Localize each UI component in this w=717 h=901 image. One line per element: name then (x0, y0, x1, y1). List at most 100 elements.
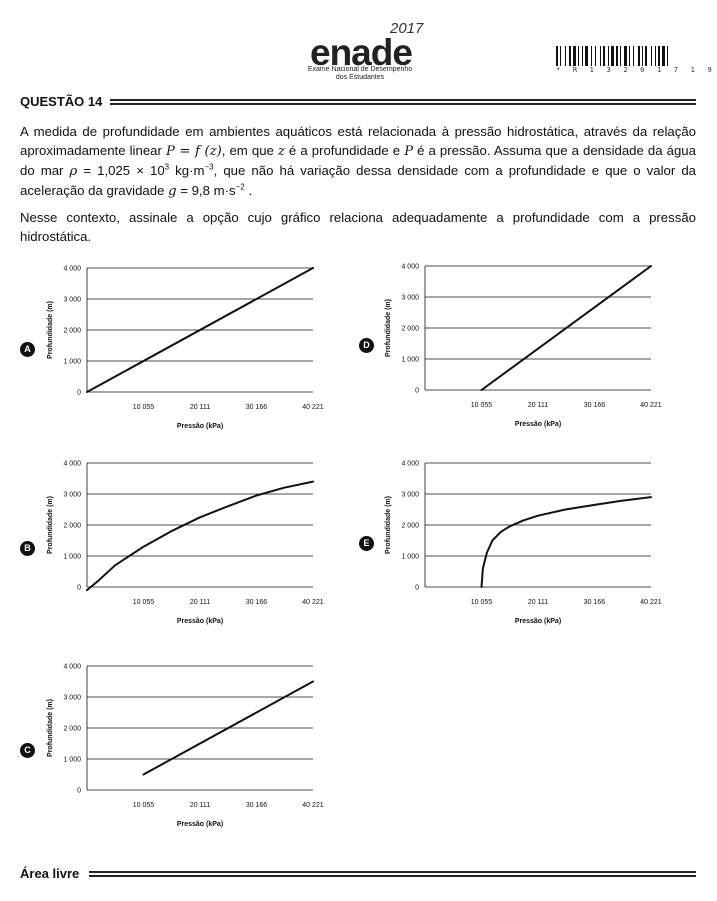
barcode-bar (629, 46, 630, 66)
y-tick-label: 3 000 (401, 295, 419, 302)
x-tick-label: 20 111 (190, 802, 210, 809)
option-badge-c[interactable]: C (20, 743, 35, 758)
chart-option-a: 0 1 000 2 000 3 000 4 000 10 055 20 111 30 166 4… (47, 266, 324, 431)
y-axis-label: Profundidade (m) (47, 699, 54, 757)
barcode-bar (608, 46, 609, 66)
series-line-e (480, 496, 652, 588)
option-badge-d[interactable]: D (359, 338, 374, 353)
heading-rule (110, 98, 696, 105)
y-tick-label: 2 000 (401, 326, 419, 333)
x-tick-label: 10 055 (471, 599, 493, 606)
barcode-icon (556, 46, 668, 66)
y-tick-label: 4 000 (63, 461, 81, 468)
x-tick-label: 20 111 (190, 404, 210, 411)
y-tick-label: 4 000 (63, 664, 81, 671)
stem-text: = 9,8 m·s (176, 183, 236, 198)
x-axis-label: Pressão (kPa) (177, 618, 223, 625)
superscript: −2 (235, 182, 245, 192)
x-tick-label: 20 111 (528, 402, 548, 409)
barcode-bar (651, 46, 652, 66)
x-tick-label: 40 221 (640, 402, 662, 409)
y-tick-label: 3 000 (63, 695, 81, 702)
y-tick-label: 3 000 (63, 297, 81, 304)
logo-subtitle: Exame Nacional de Desempenho dos Estudan… (290, 66, 430, 82)
math-symbol: ρ (69, 164, 78, 179)
barcode-bar (565, 46, 566, 66)
x-tick-label: 10 055 (471, 402, 493, 409)
barcode-bar (642, 46, 643, 66)
x-axis-label: Pressão (kPa) (515, 421, 561, 428)
stem-text: kg·m (169, 163, 205, 178)
y-axis-label: Profundidade (m) (385, 496, 392, 554)
series-line-a (86, 267, 314, 393)
option-badge-e[interactable]: E (359, 536, 374, 551)
area-livre-title: Área livre (20, 865, 80, 881)
x-tick-label: 30 166 (246, 802, 268, 809)
enade-logo: enade 2017 Exame Nacional de Desempenho … (290, 16, 430, 82)
question-title: QUESTÃO 14 (20, 93, 103, 109)
x-tick-label: 30 166 (246, 404, 268, 411)
barcode-bar (556, 46, 558, 66)
logo-year: 2017 (390, 20, 424, 37)
barcode-bar (616, 46, 618, 66)
x-tick-label: 40 221 (640, 599, 662, 606)
stem-text: é a pressão. Assuma que a densidade da á… (20, 143, 696, 178)
y-tick-label: 1 000 (63, 554, 81, 561)
y-tick-label: 0 (415, 585, 419, 592)
math-symbol: P (404, 144, 414, 159)
stem-text: , em que (221, 143, 278, 158)
y-tick-label: 0 (415, 388, 419, 395)
y-tick-label: 1 000 (401, 554, 419, 561)
question-heading: QUESTÃO 14 (20, 92, 696, 110)
y-tick-label: 2 000 (401, 523, 419, 530)
barcode-bar (560, 46, 561, 66)
x-tick-label: 20 111 (528, 599, 548, 606)
x-tick-label: 30 166 (584, 599, 606, 606)
x-tick-label: 10 055 (133, 802, 155, 809)
x-axis-label: Pressão (kPa) (177, 423, 223, 430)
barcode-bar (585, 46, 588, 66)
barcode-bar (569, 46, 571, 66)
y-axis-label: Profundidade (m) (47, 301, 54, 359)
y-tick-label: 3 000 (401, 492, 419, 499)
barcode-bar (624, 46, 627, 66)
y-tick-label: 2 000 (63, 726, 81, 733)
stem-text: , que não há variação dessa densidade co… (20, 163, 696, 198)
y-tick-label: 4 000 (401, 461, 419, 468)
y-tick-label: 1 000 (401, 357, 419, 364)
chart-option-e: 0 1 000 2 000 3 000 4 000 10 055 20 111 30 166 4… (385, 461, 662, 626)
stem-text: . (244, 183, 253, 198)
barcode-bar (603, 46, 605, 66)
option-badge-a[interactable]: A (20, 342, 35, 357)
area-livre-heading: Área livre (20, 864, 696, 882)
superscript: −3 (204, 162, 214, 172)
chart-option-b: 0 1 000 2 000 3 000 4 000 10 055 20 111 30 166 4… (47, 461, 324, 626)
barcode-bar (591, 46, 592, 66)
area-livre-rule (89, 870, 696, 877)
question-stem: A medida de profundidade em ambientes aq… (20, 122, 696, 201)
logo-subtitle-line2: dos Estudantes (335, 74, 385, 81)
x-tick-label: 40 221 (302, 404, 324, 411)
chart-option-c: 0 1 000 2 000 3 000 4 000 10 055 20 111 30 166 4… (47, 664, 324, 829)
x-tick-label: 10 055 (133, 404, 155, 411)
y-tick-label: 2 000 (63, 328, 81, 335)
stem-text: = 1,025 × 10 (77, 163, 165, 178)
stem-paragraph-1: A medida de profundidade em ambientes aq… (20, 122, 696, 201)
series-line-b (86, 480, 314, 592)
logo-word: enade (310, 32, 413, 73)
series-line-d (480, 265, 652, 391)
y-tick-label: 0 (77, 585, 81, 592)
barcode-bar (600, 46, 601, 66)
barcode-bar (633, 46, 634, 66)
y-tick-label: 4 000 (401, 264, 419, 271)
x-tick-label: 30 166 (584, 402, 606, 409)
series-line-c (142, 680, 314, 776)
option-badge-b[interactable]: B (20, 541, 35, 556)
x-tick-label: 10 055 (133, 599, 155, 606)
y-axis-label: Profundidade (m) (47, 496, 54, 554)
y-tick-label: 0 (77, 390, 81, 397)
x-tick-label: 40 221 (302, 599, 324, 606)
barcode-bar (582, 46, 583, 66)
y-tick-label: 4 000 (63, 266, 81, 273)
stem-text: é a profundidade e (284, 143, 405, 158)
